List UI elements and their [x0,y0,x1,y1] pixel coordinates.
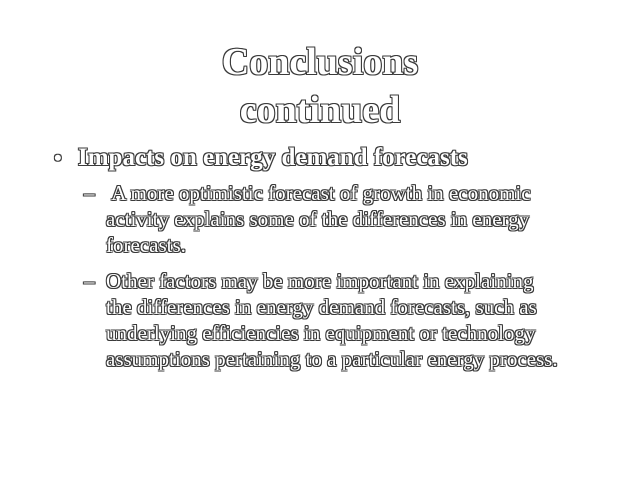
bullet-marker: • [54,145,62,170]
dash-marker: – [84,181,95,205]
dash-marker: – [84,269,95,293]
sub-bullet-list: – A more optimistic forecast of growth i… [84,180,564,382]
slide-title-line-1: Conclusions [221,41,419,83]
main-bullet-text: Impacts on energy demand forecasts [78,144,468,171]
sub-bullet-text: Other factors may be more important in e… [106,269,558,371]
slide-title-line-2: continued [239,89,401,131]
sub-bullet-text: A more optimistic forecast of growth in … [106,181,536,257]
main-bullet: • Impacts on energy demand forecasts [54,142,614,174]
sub-bullet-item: – A more optimistic forecast of growth i… [84,180,564,258]
slide-title: Conclusions continued [0,38,640,134]
sub-bullet-item: – Other factors may be more important in… [84,268,564,372]
